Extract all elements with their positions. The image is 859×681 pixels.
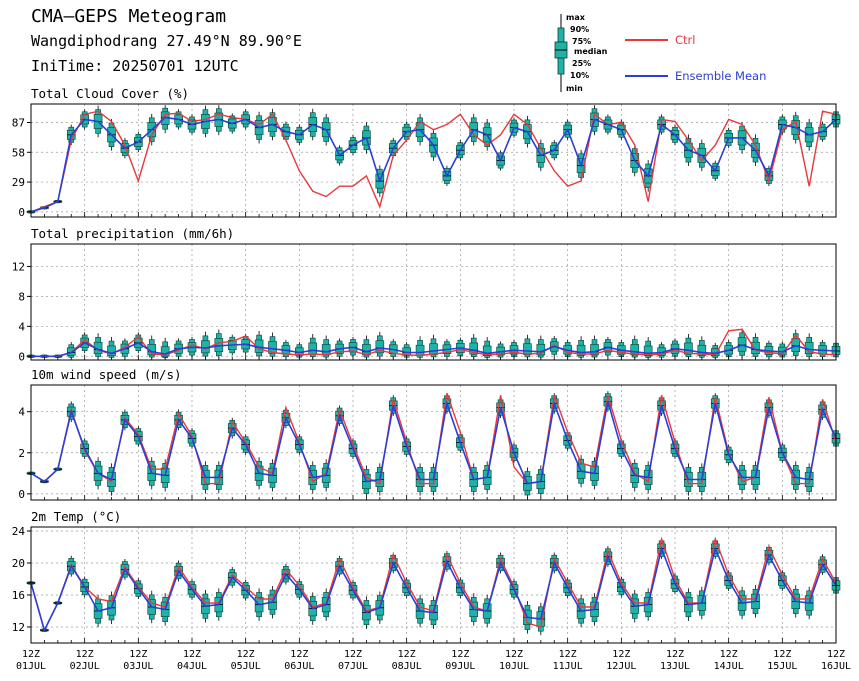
- box-inner-1-37: [523, 343, 532, 355]
- box-inner-1-41: [576, 344, 586, 356]
- x-tick-label-date-13: 14JUL: [714, 661, 744, 672]
- mean-line-2: [30, 400, 837, 485]
- box-inner-1-49: [684, 342, 693, 355]
- x-tick-label-time-4: 12Z: [237, 649, 255, 660]
- page-title: CMA—GEPS Meteogram: [31, 6, 227, 27]
- legend: max 90% 75% median 25% 10% min Ctrl Ense…: [540, 8, 840, 96]
- legend-p75: 75%: [572, 37, 592, 46]
- x-tick-label-date-7: 08JUL: [392, 661, 422, 672]
- y-tick-label-0-0: 0: [18, 206, 25, 219]
- x-tick-label-date-5: 06JUL: [284, 661, 314, 672]
- box-inner-1-30: [429, 343, 438, 355]
- box-inner-1-33: [469, 342, 479, 355]
- y-tick-label-3-2: 20: [12, 557, 25, 570]
- x-tick-label-date-1: 02JUL: [70, 661, 100, 672]
- mean-line-0: [30, 116, 837, 213]
- x-tick-label-time-6: 12Z: [344, 649, 362, 660]
- x-tick-label-date-9: 10JUL: [499, 661, 529, 672]
- box-inner-1-29: [415, 344, 425, 356]
- x-tick-label-time-8: 12Z: [451, 649, 469, 660]
- x-tick-label-date-0: 01JUL: [16, 661, 46, 672]
- mean-line-1: [31, 341, 837, 358]
- header: CMA—GEPS Meteogram Wangdiphodrang 27.49°…: [0, 0, 859, 100]
- x-tick-label-time-1: 12Z: [76, 649, 94, 660]
- y-tick-label-0-1: 29: [12, 176, 25, 189]
- ctrl-line-2: [30, 392, 837, 485]
- y-tick-label-2-2: 4: [18, 406, 25, 419]
- y-tick-label-2-1: 2: [18, 447, 25, 460]
- x-tick-label-date-8: 09JUL: [445, 661, 475, 672]
- x-tick-label-time-0: 12Z: [22, 649, 40, 660]
- panel-title-0: Total Cloud Cover (%): [31, 86, 189, 101]
- x-tick-label-time-10: 12Z: [559, 649, 577, 660]
- x-tick-label-time-9: 12Z: [505, 649, 523, 660]
- legend-ctrl-label: Ctrl: [675, 33, 696, 47]
- x-tick-label-time-13: 12Z: [720, 649, 738, 660]
- box-inner-1-46: [643, 345, 653, 357]
- line-legend-swatches: [625, 39, 668, 77]
- ctrl-line-0: [30, 110, 837, 213]
- x-tick-label-time-3: 12Z: [183, 649, 201, 660]
- legend-mean-label: Ensemble Mean: [675, 69, 767, 83]
- y-tick-label-0-3: 87: [12, 116, 25, 129]
- y-tick-label-1-3: 12: [12, 260, 25, 273]
- y-tick-label-1-2: 8: [18, 290, 25, 303]
- panel-title-3: 2m Temp (°C): [31, 509, 121, 524]
- box-inner-1-18: [268, 341, 277, 354]
- box-inner-1-50: [697, 344, 707, 356]
- x-tick-label-date-12: 13JUL: [660, 661, 690, 672]
- legend-min: min: [566, 84, 583, 93]
- legend-p10: 10%: [570, 71, 590, 80]
- x-tick-label-date-4: 05JUL: [231, 661, 261, 672]
- box-inner-1-26: [375, 340, 385, 354]
- x-tick-label-time-7: 12Z: [398, 649, 416, 660]
- x-tick-label-time-12: 12Z: [666, 649, 684, 660]
- y-tick-label-3-1: 16: [12, 589, 25, 602]
- legend-p90: 90%: [570, 25, 590, 34]
- legend-p25: 25%: [572, 59, 592, 68]
- x-tick-label-time-15: 12Z: [827, 649, 845, 660]
- y-tick-label-0-2: 58: [12, 146, 25, 159]
- box-inner-1-34: [482, 345, 492, 357]
- mean-line-3: [30, 545, 837, 633]
- box-inner-1-45: [630, 344, 640, 356]
- panel-title-1: Total precipitation (mm/6h): [31, 226, 234, 241]
- y-tick-label-1-0: 0: [18, 350, 25, 363]
- init-time-label: IniTime: 20250701 12UTC: [31, 57, 239, 75]
- legend-max: max: [566, 13, 585, 22]
- x-tick-label-time-5: 12Z: [290, 649, 308, 660]
- x-tick-label-date-15: 16JUL: [821, 661, 851, 672]
- x-tick-label-date-3: 04JUL: [177, 661, 207, 672]
- y-tick-label-3-0: 12: [12, 621, 25, 634]
- x-tick-label-date-10: 11JUL: [553, 661, 583, 672]
- panel-title-2: 10m wind speed (m/s): [31, 367, 182, 382]
- x-tick-label-date-6: 07JUL: [338, 661, 368, 672]
- x-tick-label-time-11: 12Z: [612, 649, 630, 660]
- station-label: Wangdiphodrang 27.49°N 89.90°E: [31, 32, 302, 50]
- box-inner-1-10: [160, 346, 170, 357]
- x-tick-label-date-2: 03JUL: [123, 661, 153, 672]
- x-tick-label-date-14: 15JUL: [767, 661, 797, 672]
- y-tick-label-1-1: 4: [18, 320, 25, 333]
- box-inner-1-22: [321, 344, 331, 356]
- y-tick-label-3-3: 24: [12, 525, 26, 538]
- x-tick-label-date-11: 12JUL: [606, 661, 636, 672]
- box-inner-1-6: [107, 345, 116, 357]
- box-inner-1-21: [308, 342, 318, 355]
- y-tick-label-2-0: 0: [18, 488, 25, 501]
- x-tick-label-time-14: 12Z: [773, 649, 791, 660]
- box-legend-icon: [554, 14, 568, 92]
- legend-median: median: [574, 47, 608, 56]
- x-tick-label-time-2: 12Z: [129, 649, 147, 660]
